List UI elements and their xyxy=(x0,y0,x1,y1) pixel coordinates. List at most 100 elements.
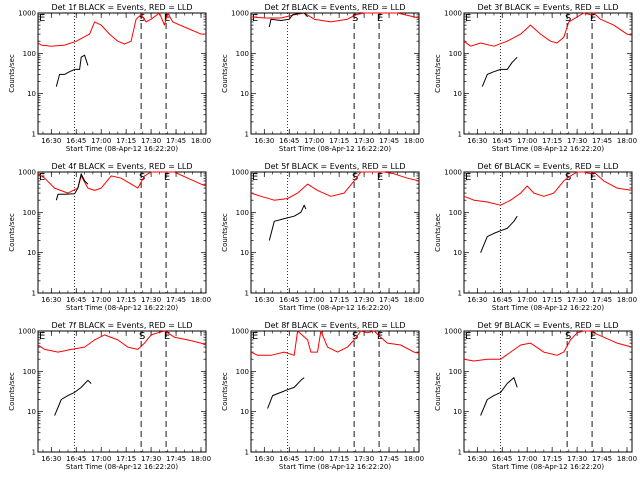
y-tick-label: 100 xyxy=(23,50,36,58)
y-tick-label: 10 xyxy=(453,408,462,416)
x-tick-label: 16:45 xyxy=(66,455,86,463)
lld-series-line xyxy=(37,171,207,194)
x-axis-label: Start Time (08-Apr-12 16:22:20) xyxy=(492,304,604,312)
x-tick-label: 18:00 xyxy=(191,296,211,304)
lld-series-line xyxy=(37,12,206,47)
x-axis-label: Start Time (08-Apr-12 16:22:20) xyxy=(492,463,604,471)
marker-label-s: S xyxy=(352,331,358,342)
x-tick-label: 16:30 xyxy=(254,455,274,463)
y-tick-label: 100 xyxy=(236,368,249,376)
marker-label-e: E xyxy=(590,172,596,183)
y-tick-label: 10 xyxy=(240,90,249,98)
lld-series-line xyxy=(463,12,633,47)
y-tick-label: 1 xyxy=(245,131,249,139)
x-tick-label: 17:30 xyxy=(354,455,374,463)
x-tick-label: 16:45 xyxy=(279,296,299,304)
y-tick-label: 1000 xyxy=(444,10,462,18)
marker-label-e: E xyxy=(164,13,170,24)
panel-title: Det 2f BLACK = Events, RED = LLD xyxy=(264,3,405,12)
y-tick-label: 1 xyxy=(245,290,249,298)
panel-det-9f: Det 9f BLACK = Events, RED = LLD 1 10 100 10… xyxy=(434,321,637,471)
x-tick-label: 17:15 xyxy=(116,455,136,463)
x-tick-label: 18:00 xyxy=(404,137,424,145)
plot-frame xyxy=(37,171,207,294)
x-tick-label: 17:15 xyxy=(542,296,562,304)
y-tick-label: 100 xyxy=(23,368,36,376)
marker-label-e: E xyxy=(377,13,383,24)
x-axis-label: Start Time (08-Apr-12 16:22:20) xyxy=(66,304,178,312)
x-tick-label: 17:00 xyxy=(517,137,537,145)
y-tick-label: 1 xyxy=(245,449,249,457)
x-tick-label: 17:15 xyxy=(329,137,349,145)
x-tick-label: 16:45 xyxy=(279,455,299,463)
x-tick-label: 17:00 xyxy=(91,455,111,463)
panel-det-5f: Det 5f BLACK = Events, RED = LLD 1 10 100 10… xyxy=(221,162,424,312)
x-tick-label: 16:45 xyxy=(279,137,299,145)
x-axis-label: Start Time (08-Apr-12 16:22:20) xyxy=(492,145,604,153)
x-tick-label: 16:30 xyxy=(41,137,61,145)
events-series-line xyxy=(268,204,307,241)
x-tick-label: 17:15 xyxy=(116,137,136,145)
x-tick-label: 16:30 xyxy=(467,296,487,304)
plot-frame xyxy=(250,12,420,135)
plot-frame xyxy=(250,330,420,453)
y-tick-label: 1000 xyxy=(18,328,36,336)
panel-title: Det 6f BLACK = Events, RED = LLD xyxy=(477,162,618,171)
y-tick-label: 10 xyxy=(27,249,36,257)
y-axis-label: Counts/sec xyxy=(221,213,229,252)
x-tick-label: 16:45 xyxy=(66,137,86,145)
events-series-line xyxy=(480,215,518,253)
panel-title: Det 7f BLACK = Events, RED = LLD xyxy=(51,321,192,330)
x-axis-label: Start Time (08-Apr-12 16:22:20) xyxy=(66,463,178,471)
y-tick-label: 1 xyxy=(458,449,462,457)
panel-title: Det 9f BLACK = Events, RED = LLD xyxy=(477,321,618,330)
events-series-line xyxy=(268,12,308,28)
marker-label-s: S xyxy=(352,172,358,183)
y-tick-label: 10 xyxy=(27,408,36,416)
y-tick-label: 1 xyxy=(32,131,36,139)
plot-frame xyxy=(463,12,633,135)
x-tick-label: 17:00 xyxy=(304,137,324,145)
panel-det-3f: Det 3f BLACK = Events, RED = LLD 1 10 100 10… xyxy=(434,3,637,153)
x-tick-label: 18:00 xyxy=(191,137,211,145)
panel-det-8f: Det 8f BLACK = Events, RED = LLD 1 10 100 10… xyxy=(221,321,424,471)
x-tick-label: 17:30 xyxy=(567,137,587,145)
events-series-line xyxy=(267,377,305,409)
x-tick-label: 16:45 xyxy=(492,296,512,304)
x-tick-label: 17:45 xyxy=(379,137,399,145)
y-tick-label: 10 xyxy=(453,90,462,98)
x-tick-label: 16:30 xyxy=(467,455,487,463)
x-tick-label: 17:15 xyxy=(542,455,562,463)
panel-title: Det 1f BLACK = Events, RED = LLD xyxy=(51,3,192,12)
y-tick-label: 1000 xyxy=(231,328,249,336)
marker-label-s: S xyxy=(565,13,571,24)
x-tick-label: 17:00 xyxy=(91,137,111,145)
plot-frame xyxy=(463,330,633,453)
marker-label-e: E xyxy=(39,172,45,183)
x-tick-label: 17:15 xyxy=(329,455,349,463)
x-tick-label: 16:30 xyxy=(41,455,61,463)
y-tick-label: 1 xyxy=(32,290,36,298)
x-tick-label: 17:00 xyxy=(304,296,324,304)
x-tick-label: 17:30 xyxy=(567,296,587,304)
x-tick-label: 17:45 xyxy=(166,455,186,463)
y-tick-label: 10 xyxy=(453,249,462,257)
marker-label-e: E xyxy=(39,13,45,24)
marker-label-e: E xyxy=(465,331,471,342)
panel-det-6f: Det 6f BLACK = Events, RED = LLD 1 10 100 10… xyxy=(434,162,637,312)
y-axis-label: Counts/sec xyxy=(221,54,229,93)
lld-series-line xyxy=(250,12,420,23)
x-axis-label: Start Time (08-Apr-12 16:22:20) xyxy=(279,463,391,471)
y-tick-label: 10 xyxy=(240,249,249,257)
y-tick-label: 100 xyxy=(449,50,462,58)
y-tick-label: 1000 xyxy=(444,328,462,336)
lld-series-line xyxy=(250,330,420,356)
y-axis-label: Counts/sec xyxy=(434,213,442,252)
y-tick-label: 10 xyxy=(240,408,249,416)
marker-label-e: E xyxy=(465,172,471,183)
x-axis-label: Start Time (08-Apr-12 16:22:20) xyxy=(279,145,391,153)
x-tick-label: 17:45 xyxy=(592,296,612,304)
x-tick-label: 16:45 xyxy=(492,137,512,145)
y-tick-label: 1000 xyxy=(18,169,36,177)
plot-frame xyxy=(250,171,420,294)
